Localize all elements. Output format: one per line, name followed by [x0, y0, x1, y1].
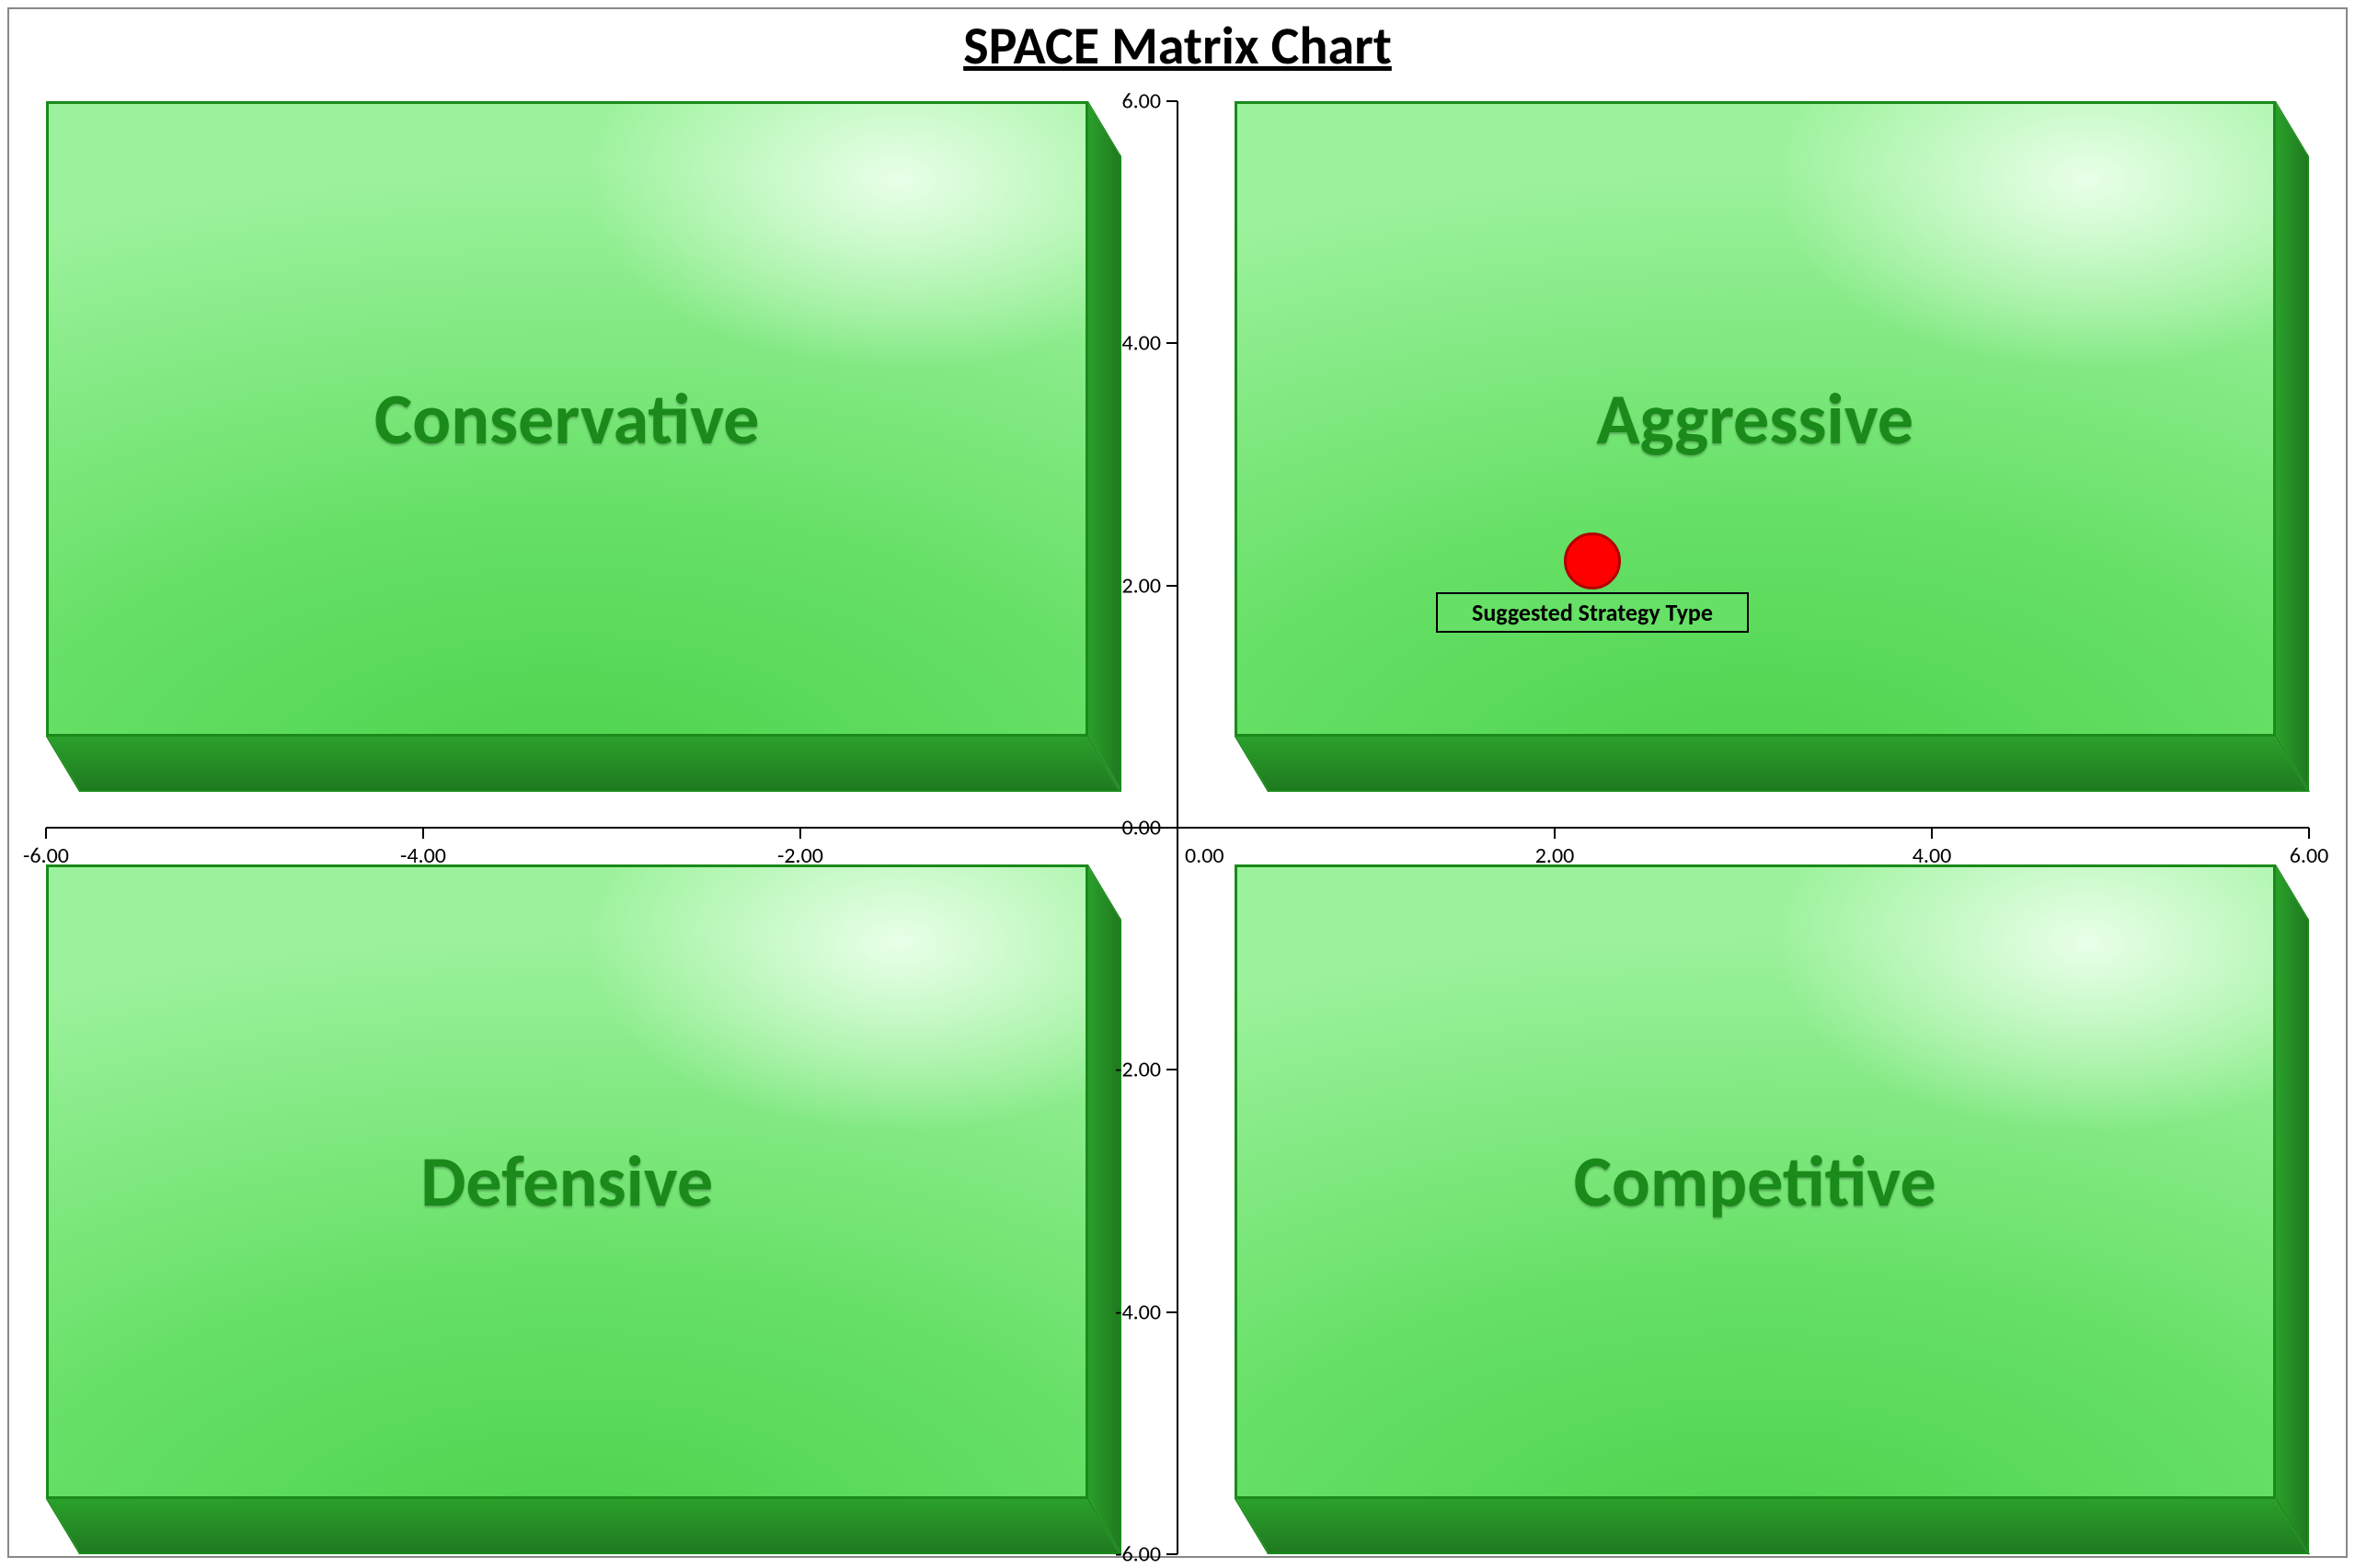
y-tick-label: 4.00: [1121, 330, 1161, 357]
quadrant-aggressive-label: Aggressive: [1596, 375, 1913, 463]
y-tick: [1166, 100, 1178, 102]
quadrant-aggressive-side: [2276, 101, 2309, 792]
quadrant-conservative-side: [1088, 101, 1121, 792]
y-tick: [1166, 1311, 1178, 1313]
x-tick: [1554, 828, 1556, 839]
y-tick-label: 6.00: [1121, 88, 1161, 115]
quadrant-conservative: Conservative: [46, 101, 1121, 792]
x-tick-label: 0.00: [1185, 842, 1224, 869]
plot-area: Conservative Aggressive Defensive Competiti…: [46, 101, 2309, 1554]
x-tick: [45, 828, 47, 839]
x-tick-label: -2.00: [777, 842, 823, 869]
x-tick-label: -4.00: [400, 842, 446, 869]
quadrant-aggressive-face: Aggressive: [1235, 101, 2277, 737]
x-tick-label: 4.00: [1913, 842, 1952, 869]
y-tick-label: 2.00: [1121, 572, 1161, 599]
quadrant-competitive: Competitive: [1235, 864, 2310, 1555]
y-tick-label: -2.00: [1115, 1057, 1161, 1083]
x-tick: [2308, 828, 2310, 839]
y-tick-label: -6.00: [1115, 1541, 1161, 1568]
quadrant-competitive-label: Competitive: [1574, 1138, 1936, 1225]
x-tick: [799, 828, 801, 839]
quadrant-aggressive-bottom: [1235, 737, 2310, 792]
x-tick-label: 6.00: [2290, 842, 2329, 869]
quadrant-competitive-bottom: [1235, 1499, 2310, 1554]
y-tick: [1166, 342, 1178, 344]
quadrant-defensive-bottom: [46, 1499, 1121, 1554]
x-tick: [1177, 828, 1178, 839]
y-tick-label: -4.00: [1115, 1299, 1161, 1325]
y-tick: [1166, 827, 1178, 829]
quadrant-conservative-label: Conservative: [374, 375, 760, 463]
x-tick: [1931, 828, 1933, 839]
y-tick: [1166, 1553, 1178, 1555]
y-tick: [1166, 585, 1178, 587]
strategy-point: [1564, 532, 1621, 589]
quadrant-defensive-label: Defensive: [420, 1138, 713, 1225]
quadrant-conservative-bottom: [46, 737, 1121, 792]
y-tick-label: 0.00: [1121, 815, 1161, 841]
quadrant-competitive-face: Competitive: [1235, 864, 2277, 1500]
x-tick-label: -6.00: [23, 842, 69, 869]
quadrant-aggressive: Aggressive: [1235, 101, 2310, 792]
chart-wrapper: SPACE Matrix Chart Conservative Aggressiv…: [0, 0, 2355, 1565]
quadrant-conservative-face: Conservative: [46, 101, 1088, 737]
quadrant-competitive-side: [2276, 864, 2309, 1555]
quadrant-defensive-side: [1088, 864, 1121, 1555]
quadrant-defensive-face: Defensive: [46, 864, 1088, 1500]
x-tick: [422, 828, 424, 839]
strategy-point-label: Suggested Strategy Type: [1436, 592, 1749, 633]
quadrant-defensive: Defensive: [46, 864, 1121, 1555]
y-tick: [1166, 1069, 1178, 1070]
x-tick-label: 2.00: [1535, 842, 1575, 869]
chart-title: SPACE Matrix Chart: [0, 13, 2355, 78]
